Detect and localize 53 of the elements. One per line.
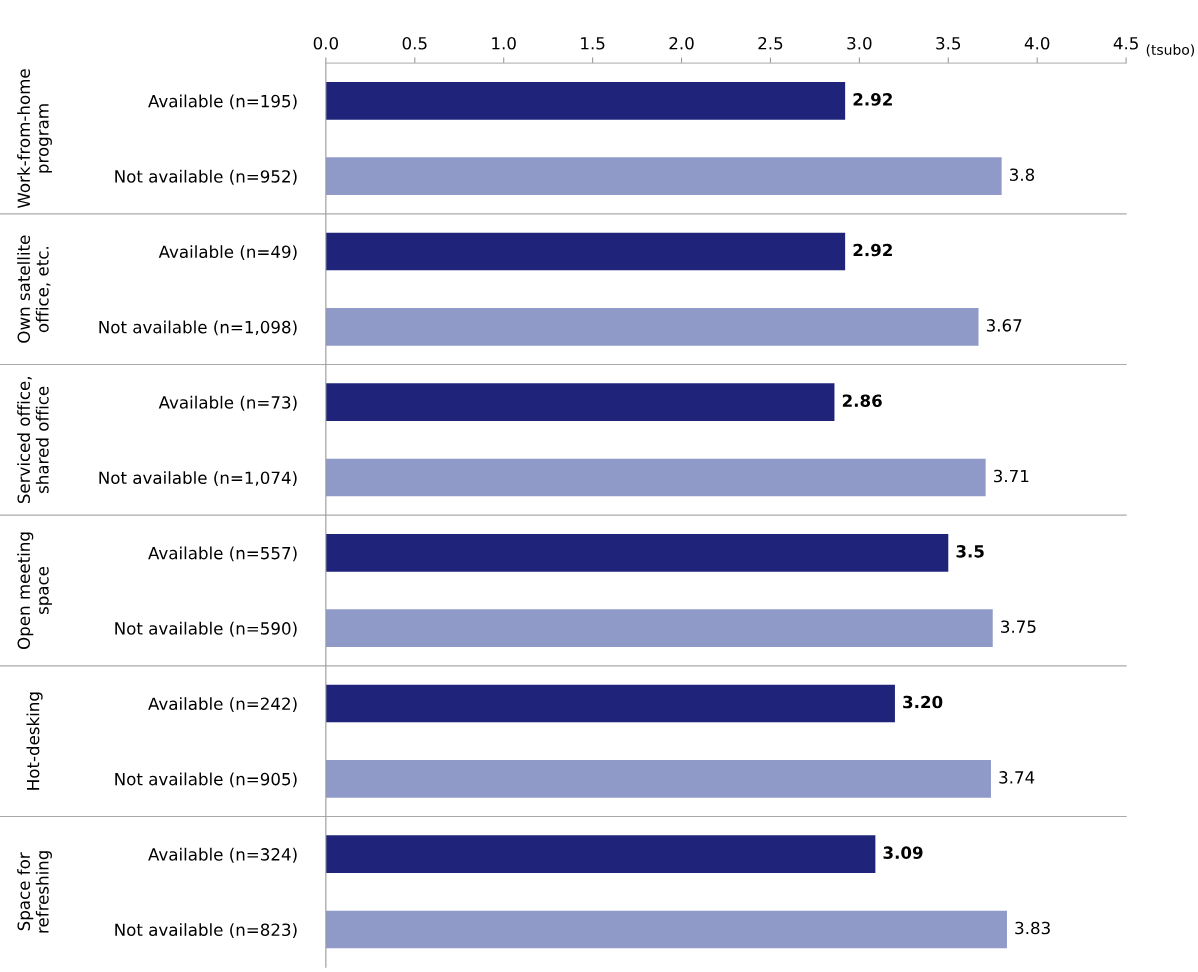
data-label: 3.67 xyxy=(986,319,1022,332)
data-label: 3.83 xyxy=(1015,921,1050,935)
x-tick-label: 2.5 xyxy=(758,36,783,50)
y-tick-label: Not available (n=952) xyxy=(115,169,297,185)
data-label: 3.74 xyxy=(999,771,1035,784)
y-tick-label: Not available (n=590) xyxy=(115,621,297,637)
x-tick-label: 0.5 xyxy=(402,36,427,50)
bar xyxy=(325,157,1002,196)
y-tick-label: Not available (n=1,098) xyxy=(99,320,297,336)
y-tick-label: Not available (n=1,074) xyxy=(99,471,297,487)
text: Space for refreshing xyxy=(17,851,52,933)
y-tick-label: Available (n=73) xyxy=(158,395,297,411)
data-label: 3.09 xyxy=(883,846,923,859)
data-label: 3.5 xyxy=(956,545,984,558)
y-tick-label: Available (n=195) xyxy=(148,94,297,110)
x-tick-label: 0.0 xyxy=(313,36,338,50)
x-tick-label: 4.0 xyxy=(1024,36,1050,50)
bar xyxy=(325,383,835,421)
data-label: 2.86 xyxy=(842,394,882,407)
text: Hot-desking xyxy=(26,692,43,790)
bar xyxy=(325,533,949,572)
bar xyxy=(325,684,895,723)
bar xyxy=(325,910,1007,949)
text: Open meeting space xyxy=(17,532,52,649)
x-axis-title: (tsubo) xyxy=(1146,44,1195,57)
y-tick-label: Available (n=557) xyxy=(148,546,297,562)
data-label: 3.20 xyxy=(903,695,943,709)
bar xyxy=(325,232,846,271)
x-tick-label: 4.5 xyxy=(1113,37,1138,50)
x-tick-label: 3.5 xyxy=(936,36,961,50)
x-tick-label: 3.0 xyxy=(847,36,872,50)
data-label: 3.8 xyxy=(1010,168,1035,182)
bar xyxy=(325,759,991,798)
text: Serviced office, shared office xyxy=(17,377,49,504)
y-tick-label: Not available (n=905) xyxy=(115,772,297,788)
data-label: 2.92 xyxy=(853,93,892,106)
bar xyxy=(325,458,986,497)
bar xyxy=(325,82,846,120)
y-tick-label: Available (n=49) xyxy=(158,245,297,261)
bar xyxy=(325,609,993,647)
y-tick-label: Available (n=242) xyxy=(148,697,297,713)
x-tick-label: 1.5 xyxy=(581,37,605,50)
x-tick-label: 1.0 xyxy=(492,36,516,50)
data-label: 2.92 xyxy=(853,243,892,257)
bar xyxy=(325,835,876,873)
data-label: 3.75 xyxy=(1001,620,1036,633)
x-tick-label: 2.0 xyxy=(669,36,694,50)
bar xyxy=(325,308,979,346)
text: Own satellite office, etc. xyxy=(17,235,51,343)
text: Work-from-home program xyxy=(17,69,52,209)
data-label: 3.71 xyxy=(994,469,1029,483)
y-tick-label: Available (n=324) xyxy=(148,847,297,863)
y-tick-label: Not available (n=823) xyxy=(115,923,297,938)
